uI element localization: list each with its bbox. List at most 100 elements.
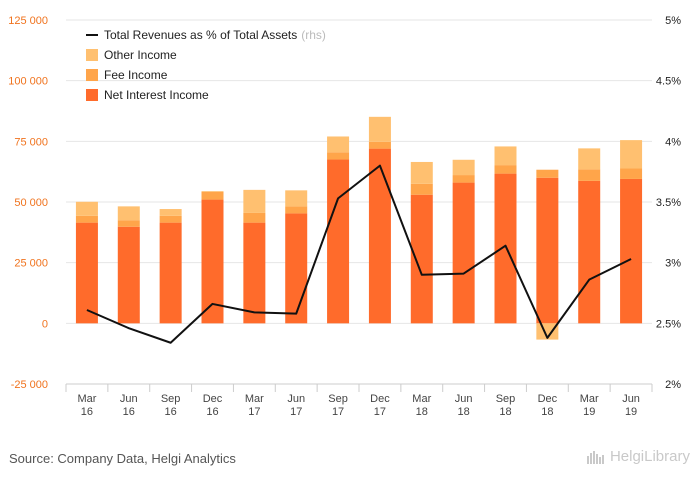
x-tick-label: Sep <box>496 393 516 405</box>
legend-label: Net Interest Income <box>104 88 209 102</box>
stacked-bar-line-chart: -25 000 0 25 000 50 000 75 000 100 000 125 000… <box>8 15 681 418</box>
y-left-tick-label: -25 000 <box>11 379 48 391</box>
bar-other-income <box>117 206 140 221</box>
y-left-tick-label: 25 000 <box>14 258 48 270</box>
bar-fee-income <box>117 220 140 227</box>
bar-fee-income <box>243 212 266 223</box>
y-right-tick-label: 2.5% <box>656 318 681 330</box>
x-tick-label: Dec <box>370 393 390 405</box>
bar-fee-income <box>159 215 182 223</box>
y-right-tick-label: 4.5% <box>656 76 681 88</box>
y-right-tick-label: 3.5% <box>656 197 681 209</box>
legend-label: Other Income <box>104 48 177 62</box>
bar-fee-income <box>578 169 601 181</box>
line-series <box>86 164 632 344</box>
axes: -25 000 0 25 000 50 000 75 000 100 000 125 000… <box>8 15 681 418</box>
brand-name: HelgiLibrary <box>609 448 690 465</box>
x-tick-label: Jun <box>622 393 640 405</box>
brand-logo: HelgiLibrary <box>586 448 690 465</box>
bar-fee-income <box>201 191 224 200</box>
x-tick-label: Mar <box>412 393 431 405</box>
bar-fee-income <box>327 152 350 160</box>
x-tick-label: 18 <box>541 406 553 418</box>
y-right-tick-label: 3% <box>665 258 681 270</box>
legend: Total Revenues as % of Total Assets (rhs)… <box>86 28 326 102</box>
helgi-logo-icon <box>586 450 604 464</box>
bar-fee-income <box>620 168 643 179</box>
bar-net-interest-income <box>578 180 601 324</box>
bar-other-income <box>494 146 517 166</box>
y-right-tick-label: 2% <box>665 379 681 391</box>
x-tick-label: 17 <box>374 406 386 418</box>
x-tick-label: 18 <box>499 406 511 418</box>
bar-other-income <box>327 136 350 153</box>
bar-other-income <box>201 191 224 192</box>
x-tick-label: Jun <box>455 393 473 405</box>
bar-marks <box>75 116 643 340</box>
x-tick-label: 19 <box>583 406 595 418</box>
source-note: Source: Company Data, Helgi Analytics <box>9 451 236 466</box>
bar-net-interest-income <box>117 226 140 324</box>
x-tick-label: Mar <box>580 393 599 405</box>
x-tick-label: Dec <box>538 393 558 405</box>
legend-label: Fee Income <box>104 68 168 82</box>
legend-swatch <box>86 49 98 61</box>
bar-net-interest-income <box>452 182 475 324</box>
y-left-tick-label: 100 000 <box>8 76 48 88</box>
y-left-tick-label: 50 000 <box>14 197 48 209</box>
bar-other-income <box>452 159 475 176</box>
bar-other-income <box>285 190 308 207</box>
bar-net-interest-income <box>368 148 391 324</box>
bar-other-income <box>243 189 266 213</box>
bar-net-interest-income <box>159 222 182 324</box>
x-tick-label: 18 <box>458 406 470 418</box>
bar-other-income <box>75 201 98 216</box>
bar-fee-income <box>410 183 433 195</box>
x-tick-label: 17 <box>332 406 344 418</box>
x-tick-label: 16 <box>206 406 218 418</box>
x-tick-label: Jun <box>120 393 138 405</box>
bar-fee-income <box>75 215 98 223</box>
x-tick-label: 17 <box>290 406 302 418</box>
bar-fee-income <box>494 165 517 174</box>
bar-net-interest-income <box>201 199 224 324</box>
x-tick-label: Dec <box>203 393 223 405</box>
bar-net-interest-income <box>243 222 266 324</box>
bar-net-interest-income <box>285 213 308 324</box>
y-left-tick-label: 0 <box>42 318 48 330</box>
line-total-revenues-pct-assets <box>86 164 632 344</box>
legend-suffix: (rhs) <box>301 28 326 42</box>
x-tick-label: 18 <box>416 406 428 418</box>
y-right-tick-label: 4% <box>665 136 681 148</box>
bar-fee-income <box>285 206 308 214</box>
bar-fee-income <box>452 175 475 183</box>
bar-fee-income <box>368 141 391 149</box>
bar-other-income <box>159 209 182 216</box>
bar-other-income <box>410 161 433 184</box>
bar-net-interest-income <box>620 178 643 324</box>
bar-other-income <box>578 148 601 170</box>
bar-net-interest-income <box>75 222 98 324</box>
bar-net-interest-income <box>536 177 559 324</box>
bar-fee-income <box>536 169 559 178</box>
x-tick-label: Sep <box>328 393 348 405</box>
x-tick-label: Sep <box>161 393 181 405</box>
legend-swatch <box>86 69 98 81</box>
y-right-tick-label: 5% <box>665 15 681 27</box>
x-tick-label: Jun <box>287 393 305 405</box>
bar-other-income <box>620 140 643 169</box>
x-tick-label: Mar <box>245 393 264 405</box>
y-left-tick-label: 125 000 <box>8 15 48 27</box>
bar-net-interest-income <box>327 159 350 324</box>
y-left-tick-label: 75 000 <box>14 136 48 148</box>
bar-net-interest-income <box>494 173 517 324</box>
x-tick-label: 16 <box>81 406 93 418</box>
x-tick-label: 17 <box>248 406 260 418</box>
x-tick-label: 19 <box>625 406 637 418</box>
legend-label: Total Revenues as % of Total Assets <box>104 28 297 42</box>
bar-net-interest-income <box>410 194 433 324</box>
legend-swatch <box>86 89 98 101</box>
x-tick-label: 16 <box>123 406 135 418</box>
x-tick-label: Mar <box>77 393 96 405</box>
